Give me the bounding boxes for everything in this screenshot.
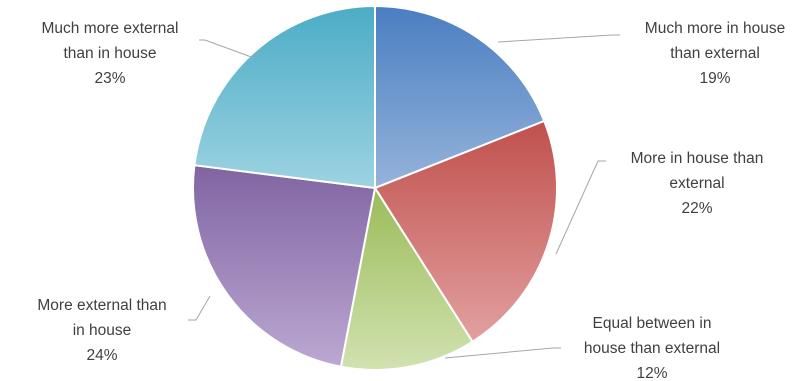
slice-percent-label: 12% bbox=[636, 365, 667, 381]
slice-name-line: than in house bbox=[63, 45, 156, 62]
slice-name-line: Much more external bbox=[42, 20, 179, 37]
leader-line-4 bbox=[188, 295, 211, 321]
slice-label-2: More in house than external 22% bbox=[631, 150, 764, 217]
slice-name-line: house than external bbox=[584, 340, 720, 357]
slice-name-line: More in house than bbox=[631, 150, 764, 167]
pie-slice-2 bbox=[373, 119, 558, 344]
slice-name-line: More external than bbox=[37, 297, 166, 314]
slice-label-3: Equal between in house than external 12% bbox=[584, 315, 720, 381]
slice-name-line: external bbox=[669, 175, 724, 192]
slice-label-4: More external than in house 24% bbox=[37, 297, 166, 364]
slice-percent-label: 19% bbox=[699, 70, 730, 87]
pie-slice-1 bbox=[374, 4, 546, 190]
slice-label-5: Much more external than in house 23% bbox=[42, 20, 179, 87]
slice-name-line: Much more in house bbox=[645, 20, 785, 37]
slice-label-1: Much more in house than external 19% bbox=[645, 20, 785, 87]
slice-name-line: than external bbox=[670, 45, 760, 62]
pie-slice-5 bbox=[193, 4, 376, 190]
leader-line-2 bbox=[555, 160, 606, 255]
slice-percent-label: 24% bbox=[86, 347, 117, 364]
leader-line-1 bbox=[497, 34, 620, 43]
leader-line-3 bbox=[444, 347, 561, 359]
leader-line-5 bbox=[199, 39, 255, 59]
pie-slice-4 bbox=[192, 164, 377, 368]
slice-percent-label: 22% bbox=[681, 200, 712, 217]
slice-name-line: Equal between in bbox=[593, 315, 712, 332]
pie-slice-3 bbox=[339, 185, 474, 371]
slice-name-line: in house bbox=[73, 322, 132, 339]
slice-percent-label: 23% bbox=[94, 70, 125, 87]
